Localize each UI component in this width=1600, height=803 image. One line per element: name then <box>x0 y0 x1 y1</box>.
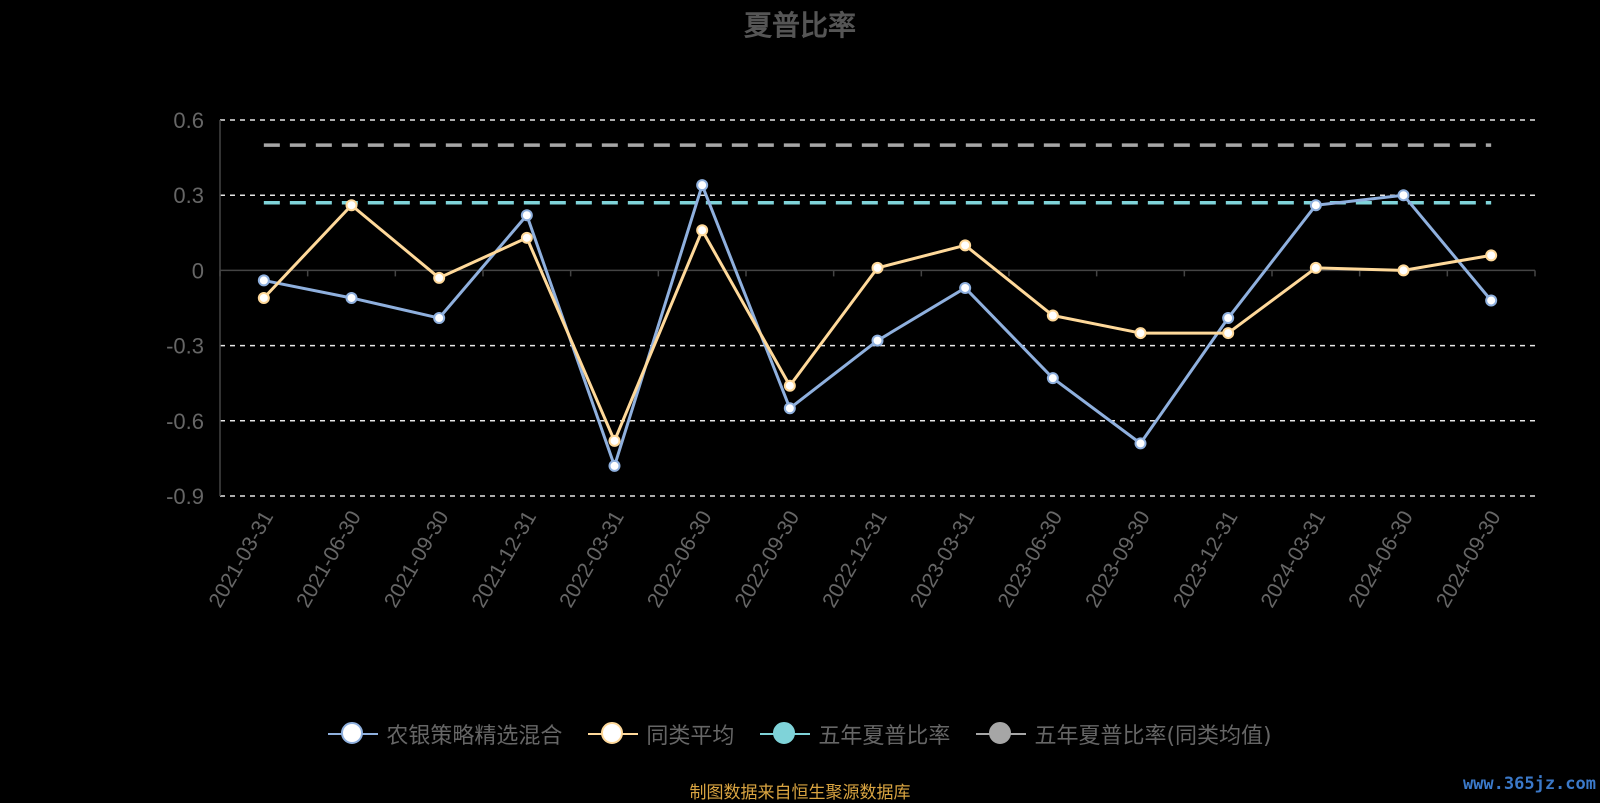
data-point <box>1134 437 1147 450</box>
data-point <box>257 291 270 304</box>
data-point <box>1397 264 1410 277</box>
legend-item-five-year-sharpe[interactable]: 五年夏普比率 <box>760 718 950 750</box>
data-point <box>1485 249 1498 262</box>
data-point <box>696 224 709 237</box>
x-tick-label: 2022-03-31 <box>555 507 629 612</box>
data-point <box>871 261 884 274</box>
legend-swatch-icon <box>588 721 639 747</box>
data-source-note: 制图数据来自恒生聚源数据库 <box>689 783 911 803</box>
legend-label: 五年夏普比率 <box>818 724 951 749</box>
x-tick-label: 2022-12-31 <box>818 507 892 612</box>
legend-label: 同类平均 <box>646 724 735 749</box>
y-tick-label: 0 <box>192 258 204 283</box>
y-tick-label: 0.3 <box>173 183 204 208</box>
series-line <box>262 203 1492 443</box>
data-point <box>608 459 621 472</box>
legend-label: 农银策略精选混合 <box>386 724 563 749</box>
data-point <box>1309 199 1322 212</box>
data-point <box>1222 312 1235 325</box>
legend-item-five-year-sharpe-peer[interactable]: 五年夏普比率(同类均值) <box>976 718 1272 750</box>
data-point <box>1485 294 1498 307</box>
data-point <box>783 402 796 415</box>
data-point <box>345 199 358 212</box>
x-tick-label: 2024-06-30 <box>1344 507 1418 612</box>
x-tick-label: 2023-03-31 <box>906 507 980 612</box>
data-point <box>1046 372 1059 385</box>
y-tick-label: -0.3 <box>166 334 204 359</box>
data-point <box>433 312 446 325</box>
x-tick-label: 2023-06-30 <box>994 507 1068 612</box>
data-point <box>520 231 533 244</box>
data-point <box>345 291 358 304</box>
legend-label: 五年夏普比率(同类均值) <box>1034 724 1272 749</box>
y-tick-label: -0.6 <box>166 409 204 434</box>
data-point <box>433 271 446 284</box>
x-tick-label: 2021-06-30 <box>292 507 366 612</box>
data-point <box>1309 261 1322 274</box>
x-tick-label: 2021-03-31 <box>205 507 279 612</box>
x-tick-label: 2024-03-31 <box>1257 507 1331 612</box>
data-point <box>608 434 621 447</box>
legend-swatch-icon <box>328 721 379 747</box>
y-tick-label: -0.9 <box>166 484 204 509</box>
legend-swatch-icon <box>760 721 811 747</box>
x-tick-label: 2023-09-30 <box>1081 507 1155 612</box>
data-point <box>1397 189 1410 202</box>
data-point <box>959 239 972 252</box>
data-point <box>783 379 796 392</box>
legend-item-fund[interactable]: 农银策略精选混合 <box>328 718 562 750</box>
x-tick-label: 2021-09-30 <box>380 507 454 612</box>
x-tick-label: 2022-09-30 <box>731 507 805 612</box>
data-point <box>1046 309 1059 322</box>
y-tick-label: 0.6 <box>173 108 204 133</box>
data-point <box>520 209 533 222</box>
watermark: www.365jz.com <box>1462 774 1596 794</box>
x-tick-label: 2022-06-30 <box>643 507 717 612</box>
x-tick-label: 2024-09-30 <box>1432 507 1506 612</box>
x-tick-label: 2023-12-31 <box>1169 507 1243 612</box>
series-line <box>263 183 1493 468</box>
data-point <box>257 274 270 287</box>
data-point <box>1134 327 1147 340</box>
data-point <box>1222 327 1235 340</box>
data-point <box>696 179 709 192</box>
legend-item-peer-average[interactable]: 同类平均 <box>588 718 734 750</box>
data-point <box>959 281 972 294</box>
data-point <box>871 334 884 347</box>
legend-swatch-icon <box>976 721 1027 747</box>
chart-title: 夏普比率 <box>743 9 856 42</box>
chart-legend: 农银策略精选混合 同类平均 五年夏普比率 五年夏普比率(同类均值) <box>0 718 1600 750</box>
x-tick-label: 2021-12-31 <box>468 507 542 612</box>
